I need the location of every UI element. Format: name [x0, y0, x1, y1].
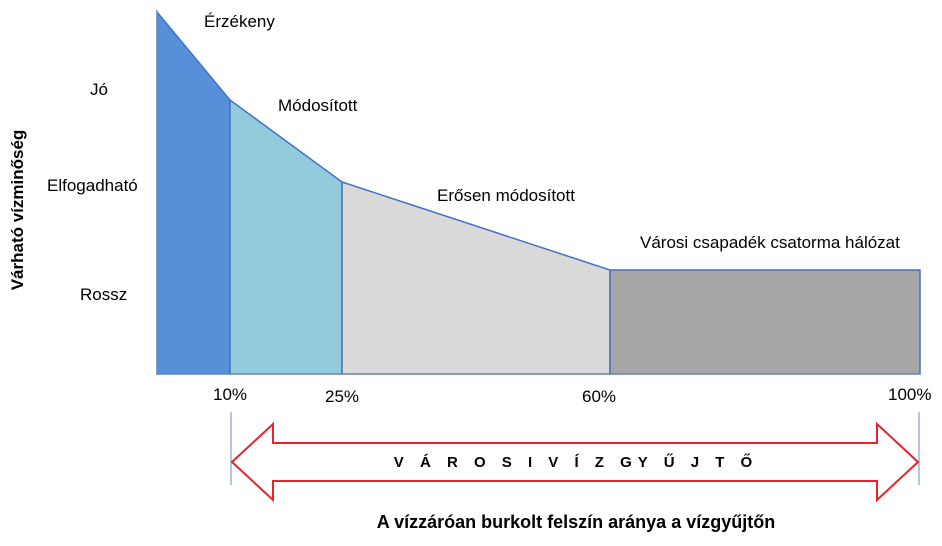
region-label-modified: Módosított	[278, 96, 358, 115]
x-tick-10: 10%	[213, 385, 248, 404]
region-label-heavily-modified: Erősen módosított	[437, 186, 575, 205]
y-level-good: Jó	[90, 80, 108, 99]
region-sensitive	[156, 9, 231, 375]
double-arrow	[230, 421, 920, 503]
region-label-sensitive: Érzékeny	[204, 12, 275, 31]
region-heavily-modified	[341, 180, 611, 375]
region-label-urban-stormwater: Városi csapadék csatorma hálózat	[640, 233, 900, 252]
region-modified	[229, 98, 343, 375]
y-level-poor: Rossz	[80, 285, 128, 304]
x-tick-100: 100%	[888, 385, 932, 404]
x-tick-25: 25%	[325, 387, 360, 406]
y-axis-title-text: Várható vízminőség	[8, 129, 27, 291]
x-axis-title: A vízzáróan burkolt felszín aránya a víz…	[376, 512, 776, 532]
arrow-label: V Á R O S I V Í Z GY Ű J T Ő	[393, 454, 759, 471]
x-tick-60: 60%	[582, 387, 617, 406]
y-level-acceptable: Elfogadható	[47, 176, 138, 195]
region-urban-stormwater	[609, 269, 921, 375]
